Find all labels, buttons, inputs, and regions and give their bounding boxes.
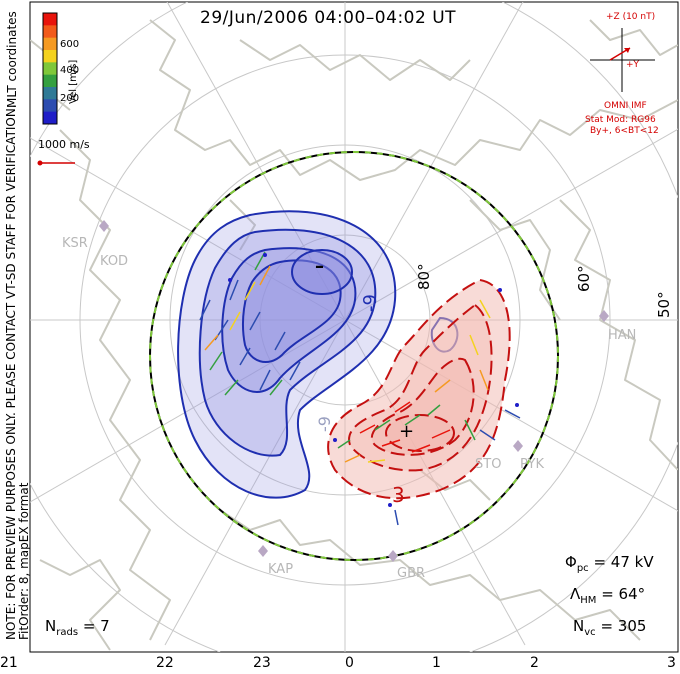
mlt-hour-label: 21	[0, 655, 18, 671]
colorbar-swatch	[43, 74, 57, 88]
colorbar-swatch	[43, 87, 57, 100]
colorbar-tick: 400	[60, 65, 80, 76]
contour-label: 3	[392, 483, 405, 507]
mlt-hour-label: 2	[530, 655, 539, 671]
mlt-hour-label: 1	[432, 655, 441, 671]
scale-vector-label: 1000 m/s	[38, 138, 90, 151]
site-label: GBR	[397, 566, 426, 581]
radar-count: Nrads = 7	[45, 617, 110, 638]
colorbar-swatch	[43, 111, 57, 125]
contour-label: -9	[315, 416, 334, 432]
imf-clock	[590, 28, 655, 92]
site-label: HAN	[608, 328, 637, 343]
potential-minimum-marker: –	[315, 256, 324, 277]
mlt-hour-label: 0	[345, 655, 354, 671]
mlt-label: MLT coordinates	[5, 11, 19, 108]
radar-site-markers	[99, 220, 609, 562]
potential-maximum-marker: +	[399, 421, 415, 442]
imf-model-line2: By+, 6<BT<12	[590, 126, 659, 136]
negative-potential-cell	[177, 210, 459, 499]
mlt-hour-label: 3	[667, 655, 676, 671]
colorbar-swatch	[43, 25, 57, 39]
map-title: 29/Jun/2006 04:00–04:02 UT	[200, 8, 457, 28]
mlt-hour-label: 23	[253, 655, 271, 671]
site-label: PYK	[520, 457, 545, 472]
colorbar-swatch	[43, 99, 57, 113]
imf-z-label: +Z (10 nT)	[606, 12, 656, 22]
colorbar-swatch	[43, 13, 57, 26]
site-label: KAP	[268, 562, 294, 577]
site-label: KSR	[62, 236, 88, 251]
cross-polar-potential: Φpc = 47 kV	[565, 553, 654, 574]
side-note-line2: FitOrder: 8, mapEX format	[17, 482, 31, 640]
plot-frame	[29, 1, 679, 653]
side-note: NOTE: FOR PREVIEW PURPOSES ONLY. PLEASE …	[4, 104, 31, 640]
latitude-label: 80°	[415, 263, 433, 290]
colorbar-swatch	[43, 37, 57, 51]
colorbar-outline	[42, 12, 58, 125]
colorbar-swatches	[42, 12, 58, 125]
imf-model-line1: Stat Mod: RG96	[585, 115, 656, 125]
imf-y-label: +Y	[626, 60, 640, 70]
latitude-label: 50°	[655, 291, 673, 318]
latitude-label: 60°	[575, 265, 593, 292]
site-label: STO	[475, 457, 502, 472]
hmb-boundary	[149, 151, 559, 561]
colorbar-tick: 200	[60, 93, 80, 104]
mlt-hour-label: 22	[156, 655, 174, 671]
colorbar-tick: 600	[60, 39, 80, 50]
site-label: KOD	[100, 254, 129, 269]
hmb-latitude: ΛHM = 64°	[570, 585, 646, 606]
positive-potential-cell	[327, 278, 511, 500]
colorbar-swatch	[43, 62, 57, 76]
imf-source: OMNI IMF	[604, 101, 647, 111]
velocity-vectors	[199, 251, 521, 526]
contour-label: -9	[360, 294, 381, 312]
scale-vector	[37, 160, 75, 166]
vector-count: Nvc = 305	[573, 617, 647, 638]
colorbar-swatch	[43, 50, 57, 63]
